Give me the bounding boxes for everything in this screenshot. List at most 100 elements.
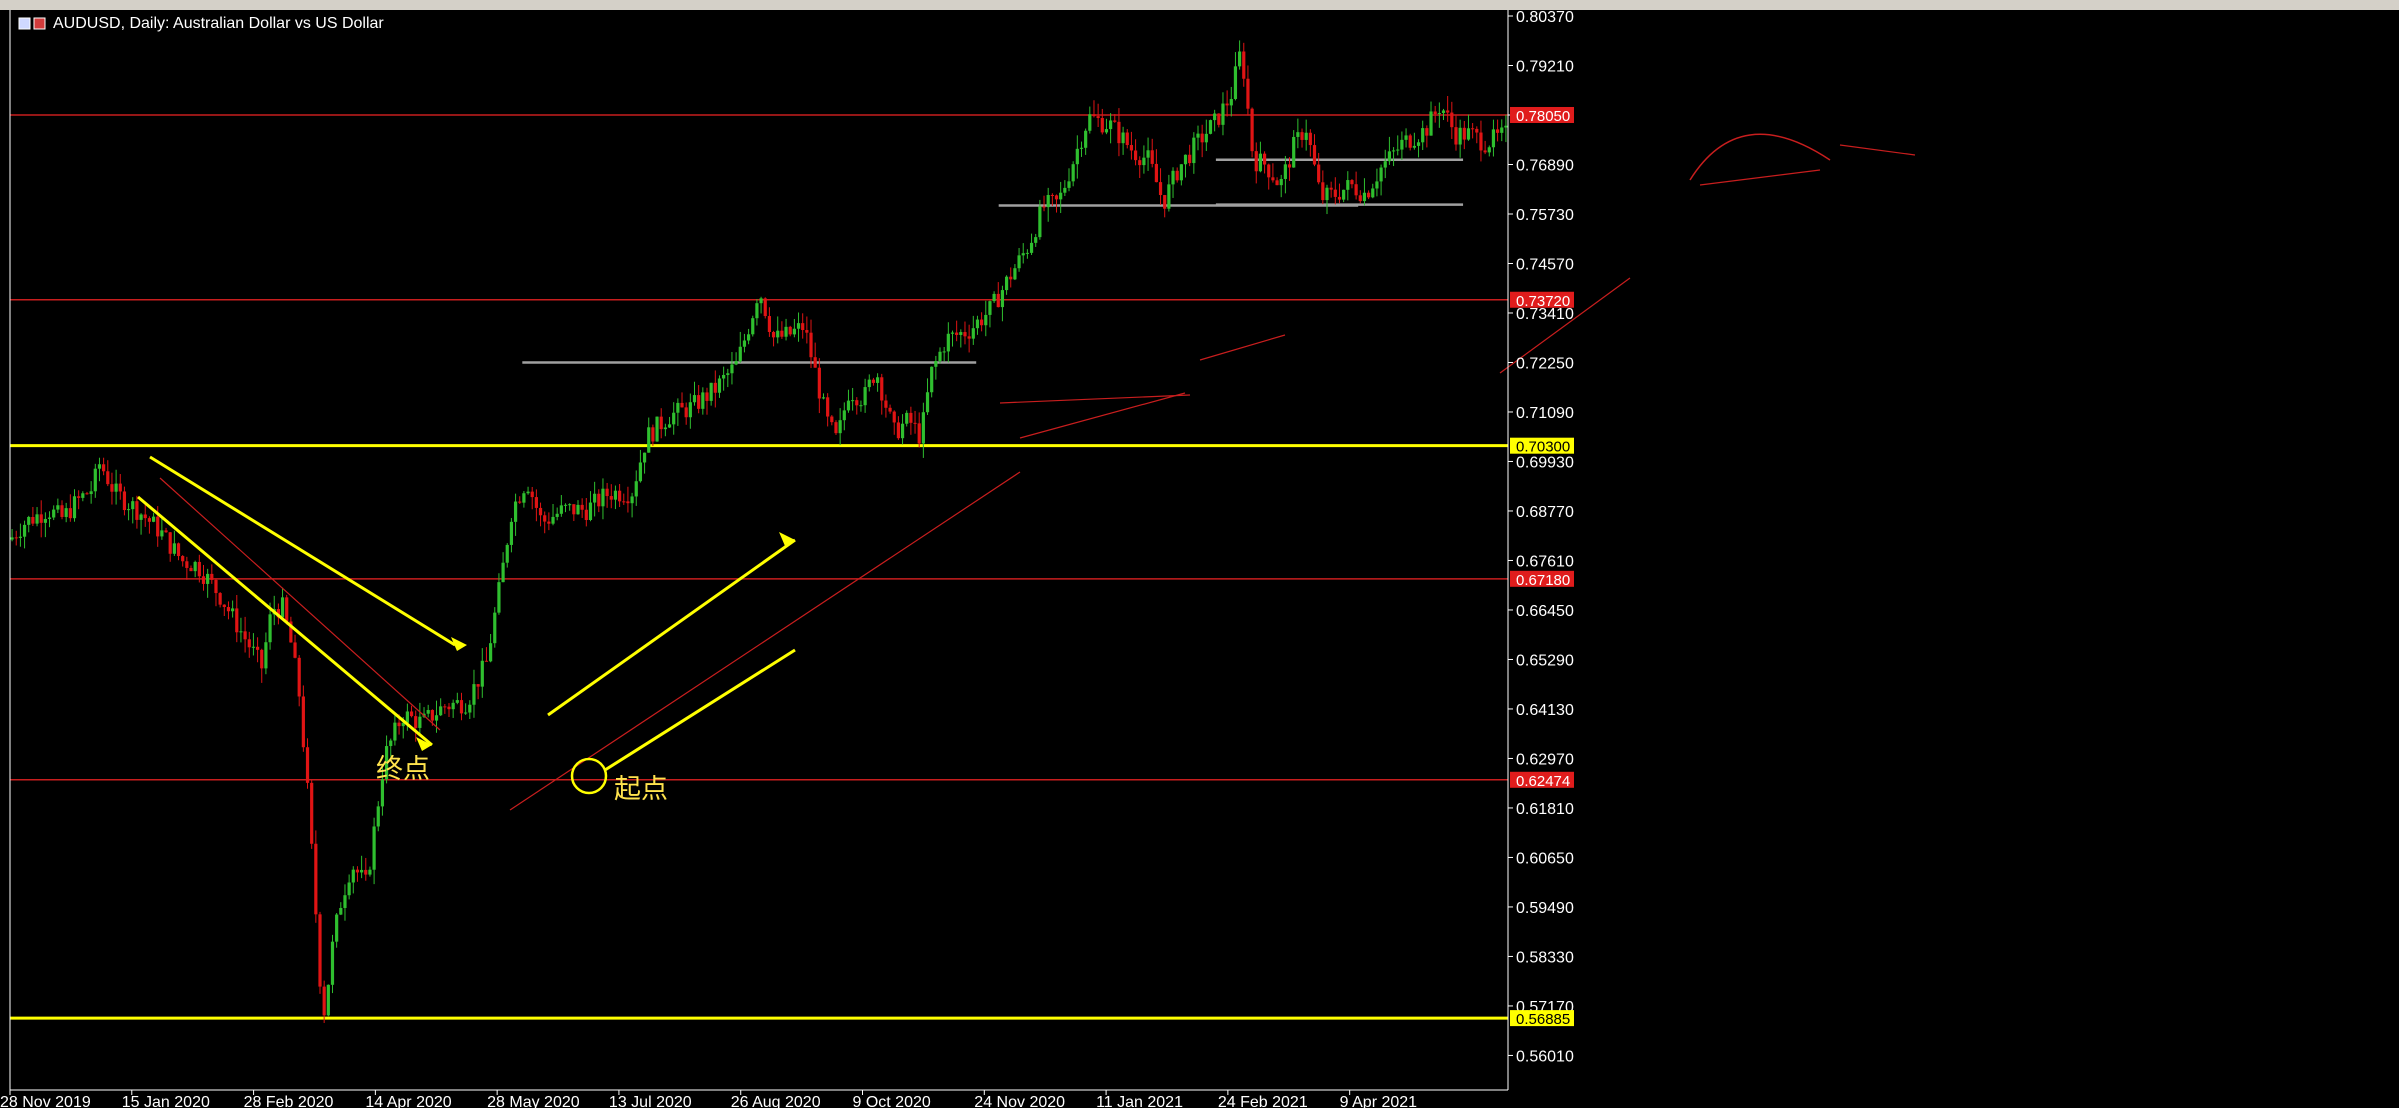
candle [143, 501, 147, 527]
candle [834, 420, 838, 435]
candle [830, 415, 834, 426]
y-tick-label: 0.64130 [1516, 702, 1574, 719]
hline-label-5: 0.62474 [1516, 773, 1570, 790]
candle [1196, 125, 1200, 151]
price-chart[interactable]: 0.80370 0.79210 0.78050 0.76890 0.75730 0.745… [0, 10, 2399, 1108]
candle [1183, 154, 1188, 178]
candle [409, 705, 414, 718]
candle [647, 417, 651, 453]
arrow-head-3 [779, 532, 795, 546]
candle [1317, 152, 1321, 185]
candle [376, 801, 380, 832]
candle [925, 378, 930, 415]
trendline-6[interactable] [509, 471, 1021, 811]
candle [1063, 180, 1067, 197]
trendline-12[interactable] [1839, 144, 1916, 156]
y-tick-label: 0.71090 [1516, 405, 1574, 422]
trendline-1[interactable] [149, 455, 456, 647]
candle [522, 491, 526, 508]
candle [31, 506, 35, 526]
candle [642, 452, 647, 474]
candle [1466, 114, 1471, 141]
trendline-2[interactable] [137, 495, 433, 747]
candle [1117, 108, 1121, 157]
candle [513, 493, 518, 536]
candle [763, 297, 767, 319]
candle [971, 315, 975, 345]
candle [821, 393, 826, 400]
candle [285, 594, 289, 625]
candle [181, 555, 185, 567]
candle [268, 602, 272, 650]
candle [39, 500, 43, 538]
x-tick-label: 13 Jul 2020 [609, 1094, 692, 1108]
hline-label-bg-1 [1510, 106, 1574, 123]
candle [1483, 140, 1487, 155]
candle [1246, 65, 1250, 116]
candle [859, 400, 863, 412]
candle [93, 463, 97, 498]
candle [905, 410, 909, 427]
trendline-4[interactable] [604, 648, 796, 772]
trendline-10[interactable] [1499, 277, 1631, 374]
candle [255, 637, 260, 663]
candle [47, 511, 52, 528]
candle [655, 416, 659, 442]
candle [875, 373, 880, 392]
trendline-11[interactable] [1699, 169, 1821, 186]
candle [1129, 131, 1134, 160]
candle [326, 984, 330, 1017]
candle [776, 316, 780, 344]
candle [1292, 130, 1296, 168]
candle [580, 498, 584, 518]
candle [851, 387, 855, 411]
trendline-9[interactable] [1199, 334, 1286, 361]
candle [1229, 86, 1233, 117]
candle [1075, 135, 1079, 179]
candle [551, 504, 555, 526]
candle [742, 333, 747, 353]
candle [588, 491, 593, 522]
candle [559, 495, 563, 517]
candle [701, 387, 705, 415]
candle [339, 902, 343, 916]
y-tick-label: 0.60650 [1516, 850, 1574, 867]
candle [801, 313, 805, 339]
candle [1479, 120, 1483, 162]
candle [451, 699, 455, 718]
candle [1312, 134, 1317, 167]
trendline-8[interactable] [1019, 392, 1186, 439]
axes: 0.80370 0.79210 0.78050 0.76890 0.75730 0.745… [0, 10, 1574, 1108]
candle [185, 556, 189, 580]
candle [871, 377, 876, 386]
candle [301, 685, 305, 752]
candle [1329, 181, 1333, 198]
candle [1425, 125, 1429, 148]
candle [1138, 156, 1142, 179]
candle [813, 342, 817, 368]
candle [14, 530, 18, 546]
trendline-3[interactable] [547, 538, 796, 717]
candle [214, 578, 218, 607]
candle [189, 565, 193, 572]
trendline-5[interactable] [159, 477, 441, 731]
trendline-7[interactable] [999, 394, 1191, 404]
candle [459, 692, 464, 721]
candle [310, 780, 314, 849]
candle [201, 564, 206, 591]
candle [726, 368, 730, 388]
candle [509, 518, 514, 553]
x-tick-label: 15 Jan 2020 [122, 1094, 210, 1108]
y-tick-label: 0.80370 [1516, 10, 1574, 26]
candle [476, 684, 480, 700]
candle [597, 489, 601, 513]
y-tick-label: 0.59490 [1516, 900, 1574, 917]
candle [722, 366, 726, 391]
candle [1029, 233, 1034, 256]
candle [305, 738, 310, 789]
candle [1004, 275, 1009, 295]
candle [343, 884, 347, 921]
candle [921, 402, 925, 458]
symbol-icon-2 [33, 17, 46, 30]
candle [480, 648, 484, 698]
